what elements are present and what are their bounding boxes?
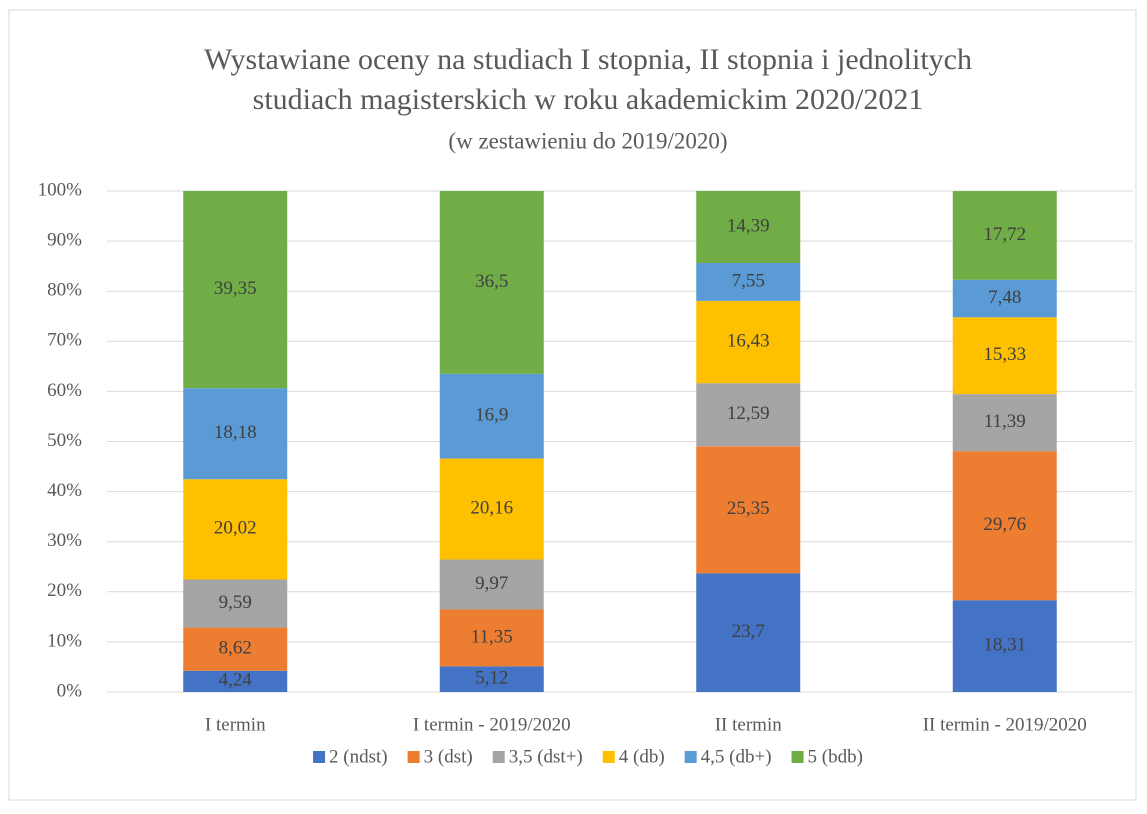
data-label: 25,35: [727, 498, 770, 519]
y-tick-label: 0%: [57, 680, 83, 701]
bar-segment: [183, 627, 288, 671]
legend-swatch: [791, 751, 804, 763]
bar-segment: [439, 559, 544, 610]
bar-segment: [183, 579, 288, 628]
bar-segment: [696, 300, 801, 384]
data-label: 7,55: [732, 270, 765, 291]
chart-title: Wystawiane oceny na studiach I stopnia, …: [204, 43, 972, 76]
x-tick-label: II termin: [715, 714, 783, 735]
data-label: 15,33: [983, 344, 1026, 365]
legend-swatch: [602, 751, 615, 763]
data-label: 16,43: [727, 330, 770, 351]
data-label: 17,72: [983, 224, 1026, 245]
data-label: 16,9: [475, 405, 508, 426]
data-label: 14,39: [727, 215, 770, 236]
bar-segment: [439, 373, 544, 459]
bar-segment: [952, 317, 1057, 395]
bar-segment: [952, 279, 1057, 318]
data-label: 11,35: [471, 626, 513, 647]
y-tick-label: 20%: [47, 580, 82, 601]
bar-segment: [439, 191, 544, 374]
legend-label: 5 (bdb): [808, 746, 863, 767]
bar-segment: [183, 191, 288, 389]
bar-segment: [439, 458, 544, 560]
data-label: 9,97: [475, 573, 508, 594]
y-tick-label: 70%: [47, 330, 82, 351]
data-label: 29,76: [983, 514, 1026, 535]
bar-segment: [952, 600, 1057, 692]
data-label: 8,62: [219, 638, 252, 659]
bar-segment: [952, 394, 1057, 452]
bar-segment: [439, 666, 544, 692]
bar-segment: [696, 263, 801, 301]
legend-swatch: [492, 751, 505, 763]
data-label: 23,7: [732, 621, 765, 642]
x-tick-label: II termin - 2019/2020: [923, 714, 1087, 735]
bar-segment: [183, 388, 288, 480]
chart-title: studiach magisterskich w roku akademicki…: [253, 83, 924, 116]
bar-segment: [696, 190, 801, 264]
bar-segment: [952, 191, 1057, 280]
y-tick-label: 100%: [38, 179, 83, 200]
data-label: 18,31: [983, 634, 1026, 655]
x-tick-label: I termin: [205, 714, 266, 735]
bar-segment: [183, 670, 288, 692]
y-tick-label: 60%: [47, 380, 82, 401]
chart-subtitle: (w zestawieniu do 2019/2020): [448, 128, 727, 153]
y-tick-label: 50%: [47, 430, 82, 451]
bar-segment: [696, 446, 801, 574]
legend-swatch: [407, 751, 420, 763]
bar-segment: [183, 479, 288, 580]
bar-segment: [696, 383, 801, 447]
legend-swatch: [313, 751, 326, 763]
data-label: 18,18: [214, 422, 257, 443]
legend-label: 3 (dst): [424, 746, 473, 767]
data-label: 20,02: [214, 518, 257, 539]
data-label: 5,12: [475, 668, 508, 689]
data-label: 11,39: [984, 411, 1026, 432]
data-label: 9,59: [219, 592, 252, 613]
y-tick-label: 10%: [47, 630, 82, 651]
x-tick-label: I termin - 2019/2020: [413, 714, 571, 735]
data-label: 12,59: [727, 403, 770, 424]
data-label: 4,24: [219, 670, 253, 691]
y-tick-label: 90%: [47, 229, 82, 250]
legend-label: 3,5 (dst+): [509, 746, 583, 767]
legend-label: 4,5 (db+): [701, 746, 772, 767]
bar-segment: [952, 451, 1057, 601]
y-tick-label: 40%: [47, 480, 82, 501]
legend-swatch: [684, 751, 697, 763]
data-label: 7,48: [988, 287, 1021, 308]
bar-segment: [696, 573, 801, 692]
bar-segment: [439, 609, 544, 667]
data-label: 20,16: [470, 497, 513, 518]
legend-label: 4 (db): [619, 746, 665, 767]
y-tick-label: 80%: [47, 280, 82, 301]
data-label: 36,5: [475, 271, 508, 292]
data-label: 39,35: [214, 278, 257, 299]
legend-label: 2 (ndst): [329, 746, 388, 767]
y-tick-label: 30%: [47, 530, 82, 551]
